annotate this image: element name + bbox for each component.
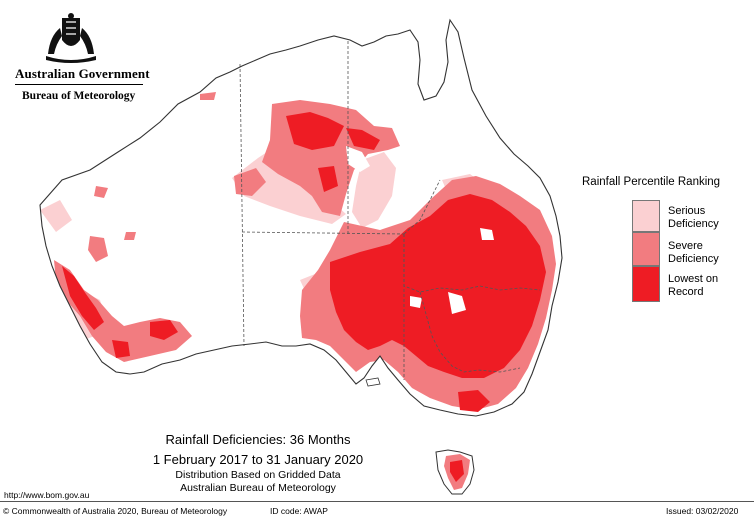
id-code: ID code: AWAP [270,506,328,516]
legend-label-severe: Severe Deficiency [668,240,719,265]
state-boundaries [239,40,541,380]
map-method: Distribution Based on Gridded Data [175,469,341,481]
copyright-text: © Commonwealth of Australia 2020, Bureau… [3,506,228,516]
legend-swatch-severe [632,232,660,266]
legend-label-lowest: Lowest on Record [668,273,719,298]
map-source: Australian Bureau of Meteorology [180,482,336,494]
bureau-title: Bureau of Meteorology [22,90,136,102]
legend-swatch-serious [632,200,660,232]
tasmania [435,449,475,495]
legend-title: Rainfall Percentile Ranking [582,176,721,188]
header-divider [15,84,143,85]
deficiency-regions [40,92,556,412]
bom-url-link[interactable]: http://www.bom.gov.au [4,490,90,500]
legend-swatch-lowest [632,266,660,302]
non-deficient-patches [346,146,494,314]
kangaroo-island [365,377,381,387]
issued-date: Issued: 03/02/2020 [666,506,739,516]
legend-label-serious: Serious Deficiency [668,205,719,230]
footer-divider [0,501,754,502]
coat-of-arms-icon [46,13,96,63]
map-title: Rainfall Deficiencies: 36 Months [165,432,351,447]
government-title: Australian Government [15,66,150,81]
map-period: 1 February 2017 to 31 January 2020 [152,452,364,467]
